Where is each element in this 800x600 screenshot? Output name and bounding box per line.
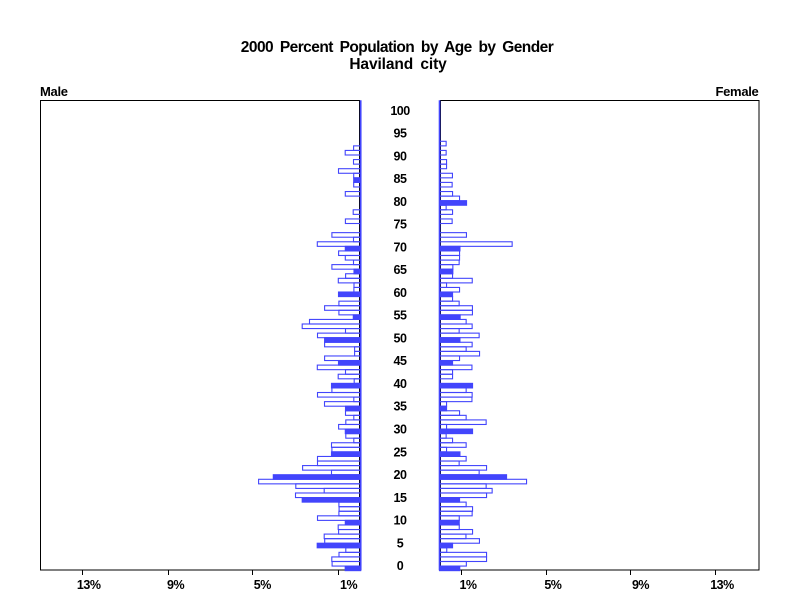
svg-text:30: 30 (394, 423, 407, 437)
svg-text:9%: 9% (167, 578, 184, 592)
svg-text:40: 40 (394, 377, 407, 391)
svg-text:13%: 13% (77, 578, 101, 592)
svg-text:70: 70 (394, 240, 407, 254)
svg-text:13%: 13% (710, 578, 734, 592)
svg-text:60: 60 (394, 286, 407, 300)
svg-text:50: 50 (394, 332, 407, 346)
svg-text:20: 20 (394, 468, 407, 482)
svg-text:55: 55 (394, 309, 407, 323)
svg-text:5: 5 (397, 536, 404, 550)
svg-text:1%: 1% (459, 578, 476, 592)
svg-text:0: 0 (397, 559, 404, 573)
svg-text:90: 90 (394, 149, 407, 163)
svg-text:80: 80 (394, 195, 407, 209)
svg-text:1%: 1% (340, 578, 357, 592)
svg-text:10: 10 (394, 514, 407, 528)
svg-text:65: 65 (394, 263, 407, 277)
svg-text:25: 25 (394, 445, 407, 459)
svg-text:95: 95 (394, 127, 407, 141)
svg-text:9%: 9% (632, 578, 649, 592)
svg-text:100: 100 (390, 104, 410, 118)
svg-text:45: 45 (394, 354, 407, 368)
svg-text:15: 15 (394, 491, 407, 505)
svg-text:85: 85 (394, 172, 407, 186)
svg-text:35: 35 (394, 400, 407, 414)
svg-text:75: 75 (394, 218, 407, 232)
svg-text:5%: 5% (544, 578, 561, 592)
svg-text:5%: 5% (254, 578, 271, 592)
